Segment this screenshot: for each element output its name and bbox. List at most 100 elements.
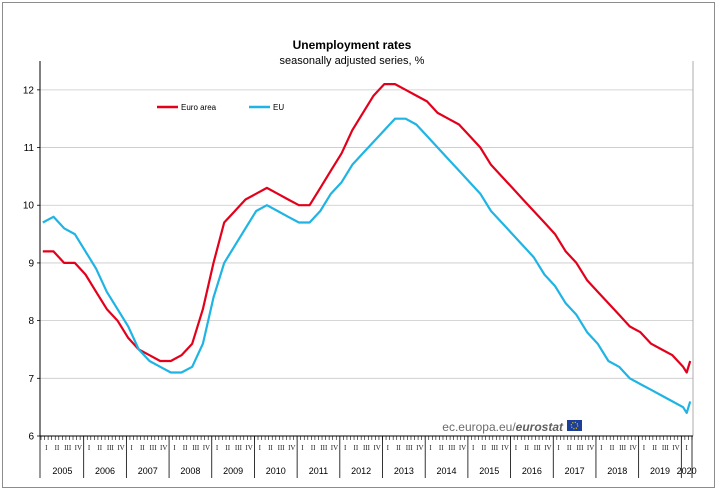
year-label: 2005 [52, 466, 72, 476]
quarter-label: III [235, 444, 243, 452]
quarter-label: III [491, 444, 499, 452]
source-credit: ec.europa.eu/eurostat [442, 420, 582, 434]
quarter-label: I [45, 444, 48, 452]
quarter-label: III [192, 444, 200, 452]
quarter-label: IV [203, 444, 210, 452]
year-label: 2017 [565, 466, 585, 476]
year-label: 2014 [437, 466, 457, 476]
quarter-label: I [472, 444, 475, 452]
y-tick-label: 6 [28, 432, 34, 443]
quarter-label: I [600, 444, 603, 452]
year-label: 2008 [180, 466, 200, 476]
legend-label-eu: EU [273, 103, 284, 112]
quarter-label: II [140, 444, 145, 452]
gridlines [40, 89, 693, 379]
quarter-label: III [107, 444, 115, 452]
quarter-label: III [64, 444, 72, 452]
quarter-label: III [363, 444, 371, 452]
quarter-label: III [406, 444, 414, 452]
chart-subtitle: seasonally adjusted series, % [280, 55, 425, 67]
quarter-label: II [268, 444, 273, 452]
eu-flag-icon [567, 420, 582, 431]
quarter-label: I [173, 444, 176, 452]
quarter-label: III [662, 444, 670, 452]
quarter-label: II [610, 444, 615, 452]
quarter-label: IV [502, 444, 509, 452]
quarter-label: IV [331, 444, 338, 452]
quarter-label: IV [544, 444, 551, 452]
year-label: 2016 [522, 466, 542, 476]
y-tick-label: 9 [28, 258, 34, 269]
quarter-label: IV [373, 444, 380, 452]
chart-title: Unemployment rates [293, 38, 412, 52]
quarter-label: III [448, 444, 456, 452]
year-label: 2019 [650, 466, 670, 476]
quarter-label: II [482, 444, 487, 452]
quarter-label: IV [587, 444, 594, 452]
series-lines [42, 83, 692, 414]
quarter-label: I [515, 444, 518, 452]
quarter-label: II [652, 444, 657, 452]
year-label: 2009 [223, 466, 243, 476]
year-label: 2010 [266, 466, 286, 476]
quarter-label: III [150, 444, 158, 452]
year-label: 2006 [95, 466, 115, 476]
quarter-label: II [97, 444, 102, 452]
quarter-label: I [643, 444, 646, 452]
y-tick-label: 8 [28, 316, 34, 327]
quarter-label: III [320, 444, 328, 452]
chart-frame [2, 2, 715, 488]
year-label: 2020 [677, 466, 697, 476]
quarter-label: IV [75, 444, 82, 452]
year-label: 2012 [351, 466, 371, 476]
year-label: 2007 [138, 466, 158, 476]
quarter-label: III [619, 444, 627, 452]
quarter-label: I [301, 444, 304, 452]
y-tick-label: 12 [23, 85, 35, 96]
year-label: 2011 [309, 466, 328, 476]
quarter-label: I [429, 444, 432, 452]
quarter-label: IV [416, 444, 423, 452]
quarter-label: II [353, 444, 358, 452]
series-line-euro-area [42, 83, 692, 374]
source-prefix: ec.europa.eu/ [442, 420, 516, 434]
quarter-label: I [387, 444, 390, 452]
quarter-label: I [685, 444, 688, 452]
quarter-label: I [88, 444, 91, 452]
quarter-label: II [396, 444, 401, 452]
quarter-label: III [534, 444, 542, 452]
year-label: 2013 [394, 466, 414, 476]
quarter-label: IV [245, 444, 252, 452]
y-tick-label: 11 [24, 143, 35, 154]
y-tick-label: 10 [23, 201, 35, 212]
source-brand: eurostat [516, 420, 564, 434]
quarter-label: II [225, 444, 230, 452]
quarter-label: IV [672, 444, 679, 452]
quarter-label: II [311, 444, 316, 452]
quarter-label: I [216, 444, 219, 452]
quarter-label: IV [630, 444, 637, 452]
y-tick-label: 7 [28, 374, 34, 385]
quarter-label: III [576, 444, 584, 452]
quarter-label: I [131, 444, 134, 452]
quarter-label: IV [459, 444, 466, 452]
year-label: 2015 [479, 466, 499, 476]
quarter-label: II [55, 444, 60, 452]
year-label: 2018 [607, 466, 627, 476]
quarter-label: I [344, 444, 347, 452]
quarter-label: II [567, 444, 572, 452]
legend: Euro area EU [157, 103, 284, 112]
quarter-label: III [278, 444, 286, 452]
quarter-label: IV [117, 444, 124, 452]
quarter-label: I [557, 444, 560, 452]
source-text: ec.europa.eu/eurostat [442, 420, 564, 434]
legend-label-euro-area: Euro area [181, 103, 217, 112]
quarter-label: II [183, 444, 188, 452]
quarter-label: II [524, 444, 529, 452]
series-line-eu [42, 117, 692, 414]
quarter-label: IV [160, 444, 167, 452]
quarter-label: II [439, 444, 444, 452]
quarter-label: I [259, 444, 262, 452]
